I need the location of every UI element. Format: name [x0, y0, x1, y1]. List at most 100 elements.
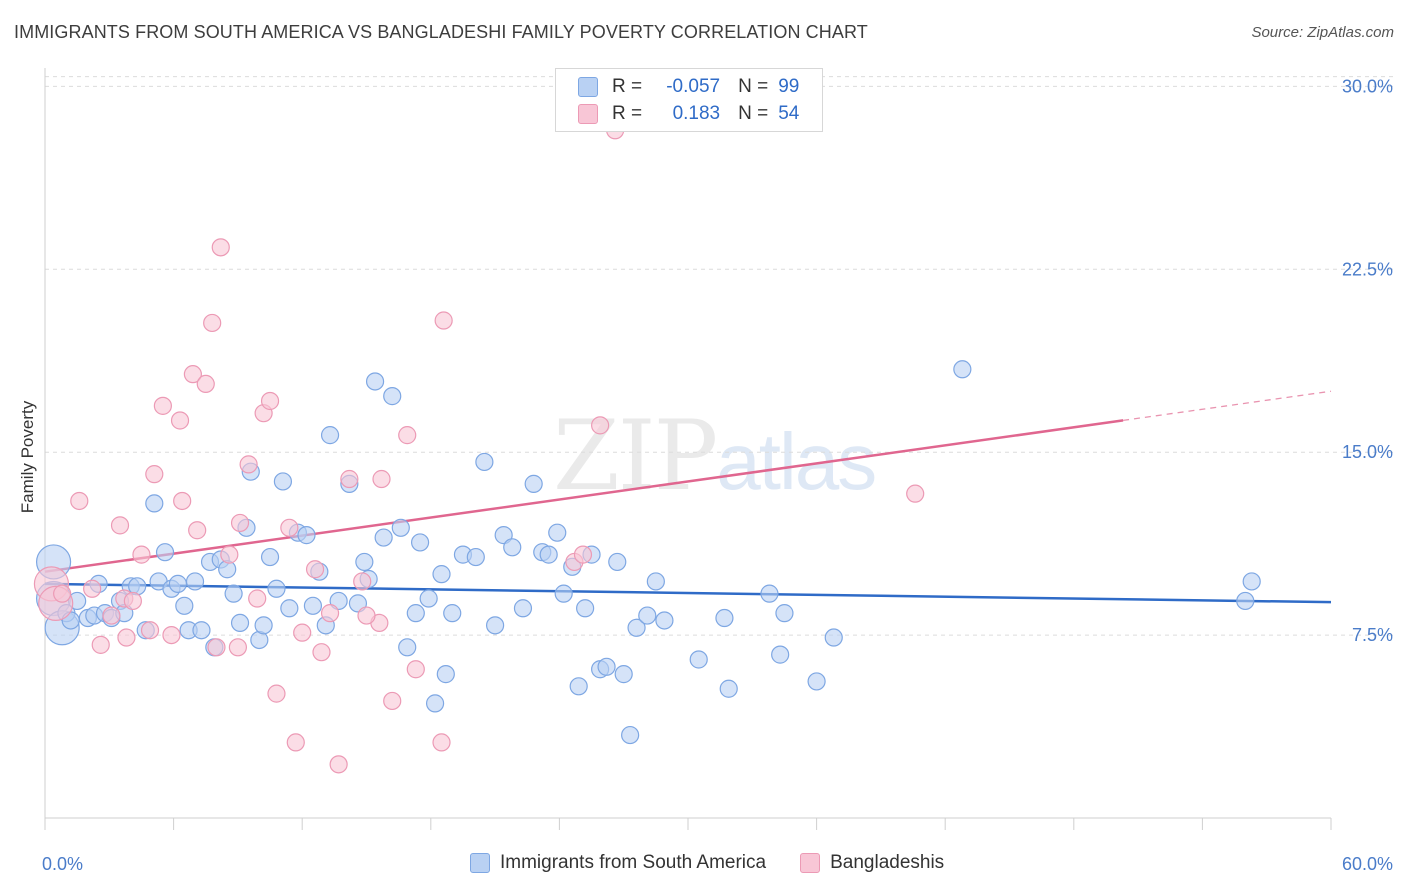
legend-label-south-america: Immigrants from South America — [500, 852, 767, 873]
south-america-point — [391, 518, 410, 537]
bangladeshi-point — [70, 491, 89, 511]
x-tick-label: 0.0% — [42, 854, 83, 874]
south-america-point — [280, 599, 299, 618]
south-america-point — [953, 360, 972, 379]
bangladeshi-point — [162, 625, 181, 645]
south-america-point — [597, 657, 616, 676]
trend-lines — [44, 390, 1332, 604]
south-america-point — [719, 679, 738, 698]
south-america-point — [824, 628, 843, 647]
south-america-point — [466, 547, 485, 567]
south-america-point — [267, 579, 286, 598]
bangladeshi-point — [123, 591, 142, 611]
bangladeshi-point — [183, 365, 202, 384]
bangladeshi-point — [228, 638, 247, 657]
south-america-point — [398, 638, 417, 657]
south-america-point — [1242, 572, 1261, 591]
south-america-point — [419, 589, 438, 608]
bangladeshi-point — [329, 755, 348, 774]
axes — [44, 68, 1332, 830]
legend-n-value: 99 — [778, 76, 800, 97]
south-america-point — [254, 616, 273, 635]
legend-swatch-blue — [578, 77, 598, 97]
bangladeshi-point — [286, 733, 305, 752]
axis-labels: 7.5% 15.0% 22.5% 30.0% 0.0% 60.0% Family Pover… — [18, 76, 1393, 874]
legend-n-label: N = — [738, 103, 769, 124]
bangladeshi-point — [140, 621, 160, 640]
south-america-point — [185, 572, 205, 591]
south-america-point — [303, 596, 323, 615]
south-america-point — [608, 552, 627, 572]
south-america-point — [155, 543, 175, 562]
bangladeshi-point — [170, 411, 190, 430]
south-america-point — [655, 611, 674, 630]
watermark: ZIPatlas — [553, 400, 877, 512]
bangladeshi-point — [906, 484, 925, 503]
gridlines — [45, 76, 1395, 636]
south-america-point — [503, 538, 522, 557]
bangladeshi-point — [220, 545, 239, 564]
legend-r-value: 0.183 — [672, 103, 721, 124]
bangladeshi-point — [173, 491, 192, 511]
bangladeshi-point — [267, 684, 286, 703]
bangladeshi-point — [357, 606, 376, 625]
legend-swatch-pink — [578, 104, 598, 124]
bangladeshi-point — [320, 604, 340, 623]
legend-swatch-blue — [470, 853, 490, 873]
south-america-point — [486, 616, 505, 635]
south-america-point — [425, 694, 445, 713]
legend-r-label: R = — [612, 76, 643, 97]
x-tick-label: 60.0% — [1342, 854, 1393, 874]
south-america-point — [475, 452, 494, 472]
bangladeshi-point — [230, 513, 250, 533]
bangladeshi-point — [340, 469, 359, 489]
south-america-point — [689, 650, 708, 669]
series-legend: Immigrants from South America Bangladesh… — [470, 852, 978, 874]
bangladeshi-point — [207, 638, 226, 657]
bangladeshi-point — [372, 469, 391, 489]
legend-label-bangladeshis: Bangladeshis — [830, 852, 945, 873]
south-america-point — [436, 665, 455, 684]
south-america-point — [168, 574, 187, 593]
bangladeshi-point — [188, 521, 207, 540]
bangladeshi-point — [406, 660, 425, 679]
bangladeshi-point — [383, 691, 402, 711]
legend-item-south-america: Immigrants from South America — [470, 852, 766, 874]
south-america-point — [297, 526, 316, 545]
south-america-point — [443, 604, 462, 623]
south-america-point — [771, 645, 790, 664]
legend-n-label: N = — [738, 76, 769, 97]
bangladeshi-point — [398, 426, 417, 445]
south-america-point — [273, 472, 293, 491]
bangladeshi-point — [293, 623, 312, 642]
south-america-point — [614, 665, 633, 684]
bangladeshi-trend-extension — [1123, 390, 1332, 422]
bangladeshi-point — [280, 518, 299, 537]
legend-row-south-america: R = -0.057 N = 99 — [578, 74, 799, 100]
south-america-point — [410, 533, 430, 552]
south-america-point — [539, 545, 558, 564]
source-label: Source: ZipAtlas.com — [1251, 24, 1394, 41]
south-america-point — [569, 677, 588, 696]
south-america-point — [807, 672, 826, 691]
south-america-point — [638, 606, 657, 625]
south-america-point — [224, 584, 243, 603]
legend-swatch-pink — [800, 853, 821, 873]
south-america-point — [1236, 591, 1255, 611]
south-america-point — [260, 547, 280, 567]
bangladeshi-point — [91, 635, 110, 654]
south-america-point — [513, 599, 533, 618]
bangladeshi-point — [145, 465, 164, 484]
legend-row-bangladeshis: R = 0.183 N = 54 — [578, 101, 799, 127]
south-america-point — [355, 552, 374, 572]
bangladeshi-point — [239, 455, 258, 474]
data-points — [33, 121, 1261, 774]
south-america-point — [715, 608, 734, 628]
south-america-point — [554, 584, 573, 603]
south-america-point — [175, 596, 194, 615]
bangladeshi-point — [102, 606, 121, 625]
chart-title: IMMIGRANTS FROM SOUTH AMERICA VS BANGLAD… — [14, 22, 868, 42]
y-tick-label: 30.0% — [1342, 76, 1393, 96]
bangladeshi-point — [196, 374, 215, 394]
